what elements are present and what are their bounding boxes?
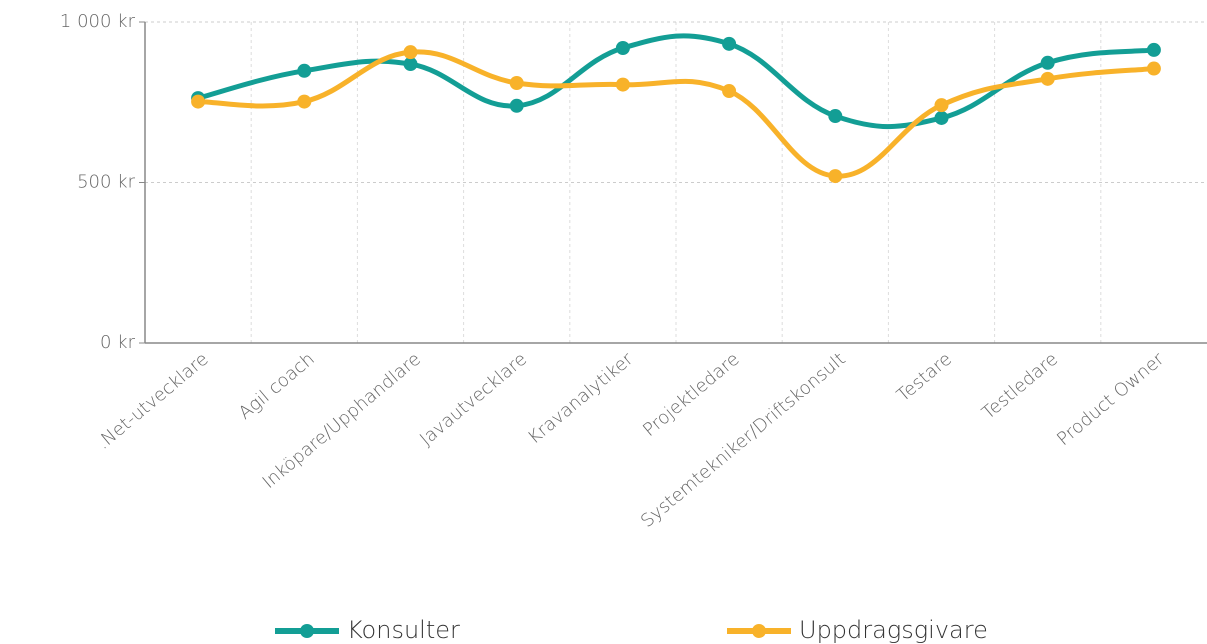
point — [722, 36, 737, 51]
point — [934, 98, 949, 113]
point — [403, 57, 418, 72]
series-line — [197, 33, 1155, 130]
y-tick-label: 0 kr — [100, 332, 136, 353]
y-tick-label: 500 kr — [77, 172, 136, 193]
y-tick-label: 1 000 kr — [60, 11, 136, 32]
point — [509, 75, 524, 90]
point — [828, 109, 843, 124]
point — [934, 110, 949, 125]
point — [403, 45, 418, 60]
x-tick-label: Testare — [893, 349, 956, 407]
point — [722, 84, 737, 99]
point — [297, 63, 312, 78]
point — [1040, 71, 1055, 86]
legend-label: Konsulter — [347, 616, 460, 644]
point — [828, 169, 843, 184]
legend-marker — [752, 624, 766, 638]
point — [1146, 61, 1161, 76]
point — [615, 77, 630, 92]
point — [615, 41, 630, 56]
x-tick-label: Product Owner — [1053, 348, 1169, 450]
x-tick-label: Kravanalytiker — [524, 348, 638, 448]
series-line — [198, 49, 1155, 179]
x-tick-label: Systemtekniker/Driftskonsult — [637, 349, 850, 532]
legend-label: Uppdragsgivare — [799, 616, 988, 644]
point — [297, 94, 312, 109]
point — [191, 94, 206, 109]
point — [1146, 42, 1161, 57]
x-tick-label: Agil coach — [235, 349, 319, 424]
x-tick-label: Javautvecklare — [416, 349, 531, 450]
point — [1040, 55, 1055, 70]
x-tick-label: Projektledare — [639, 349, 743, 441]
x-tick-label: Testledare — [978, 349, 1062, 424]
x-tick-label: .Net-utvecklare — [93, 349, 213, 454]
legend-marker — [300, 624, 314, 638]
point — [509, 98, 524, 113]
